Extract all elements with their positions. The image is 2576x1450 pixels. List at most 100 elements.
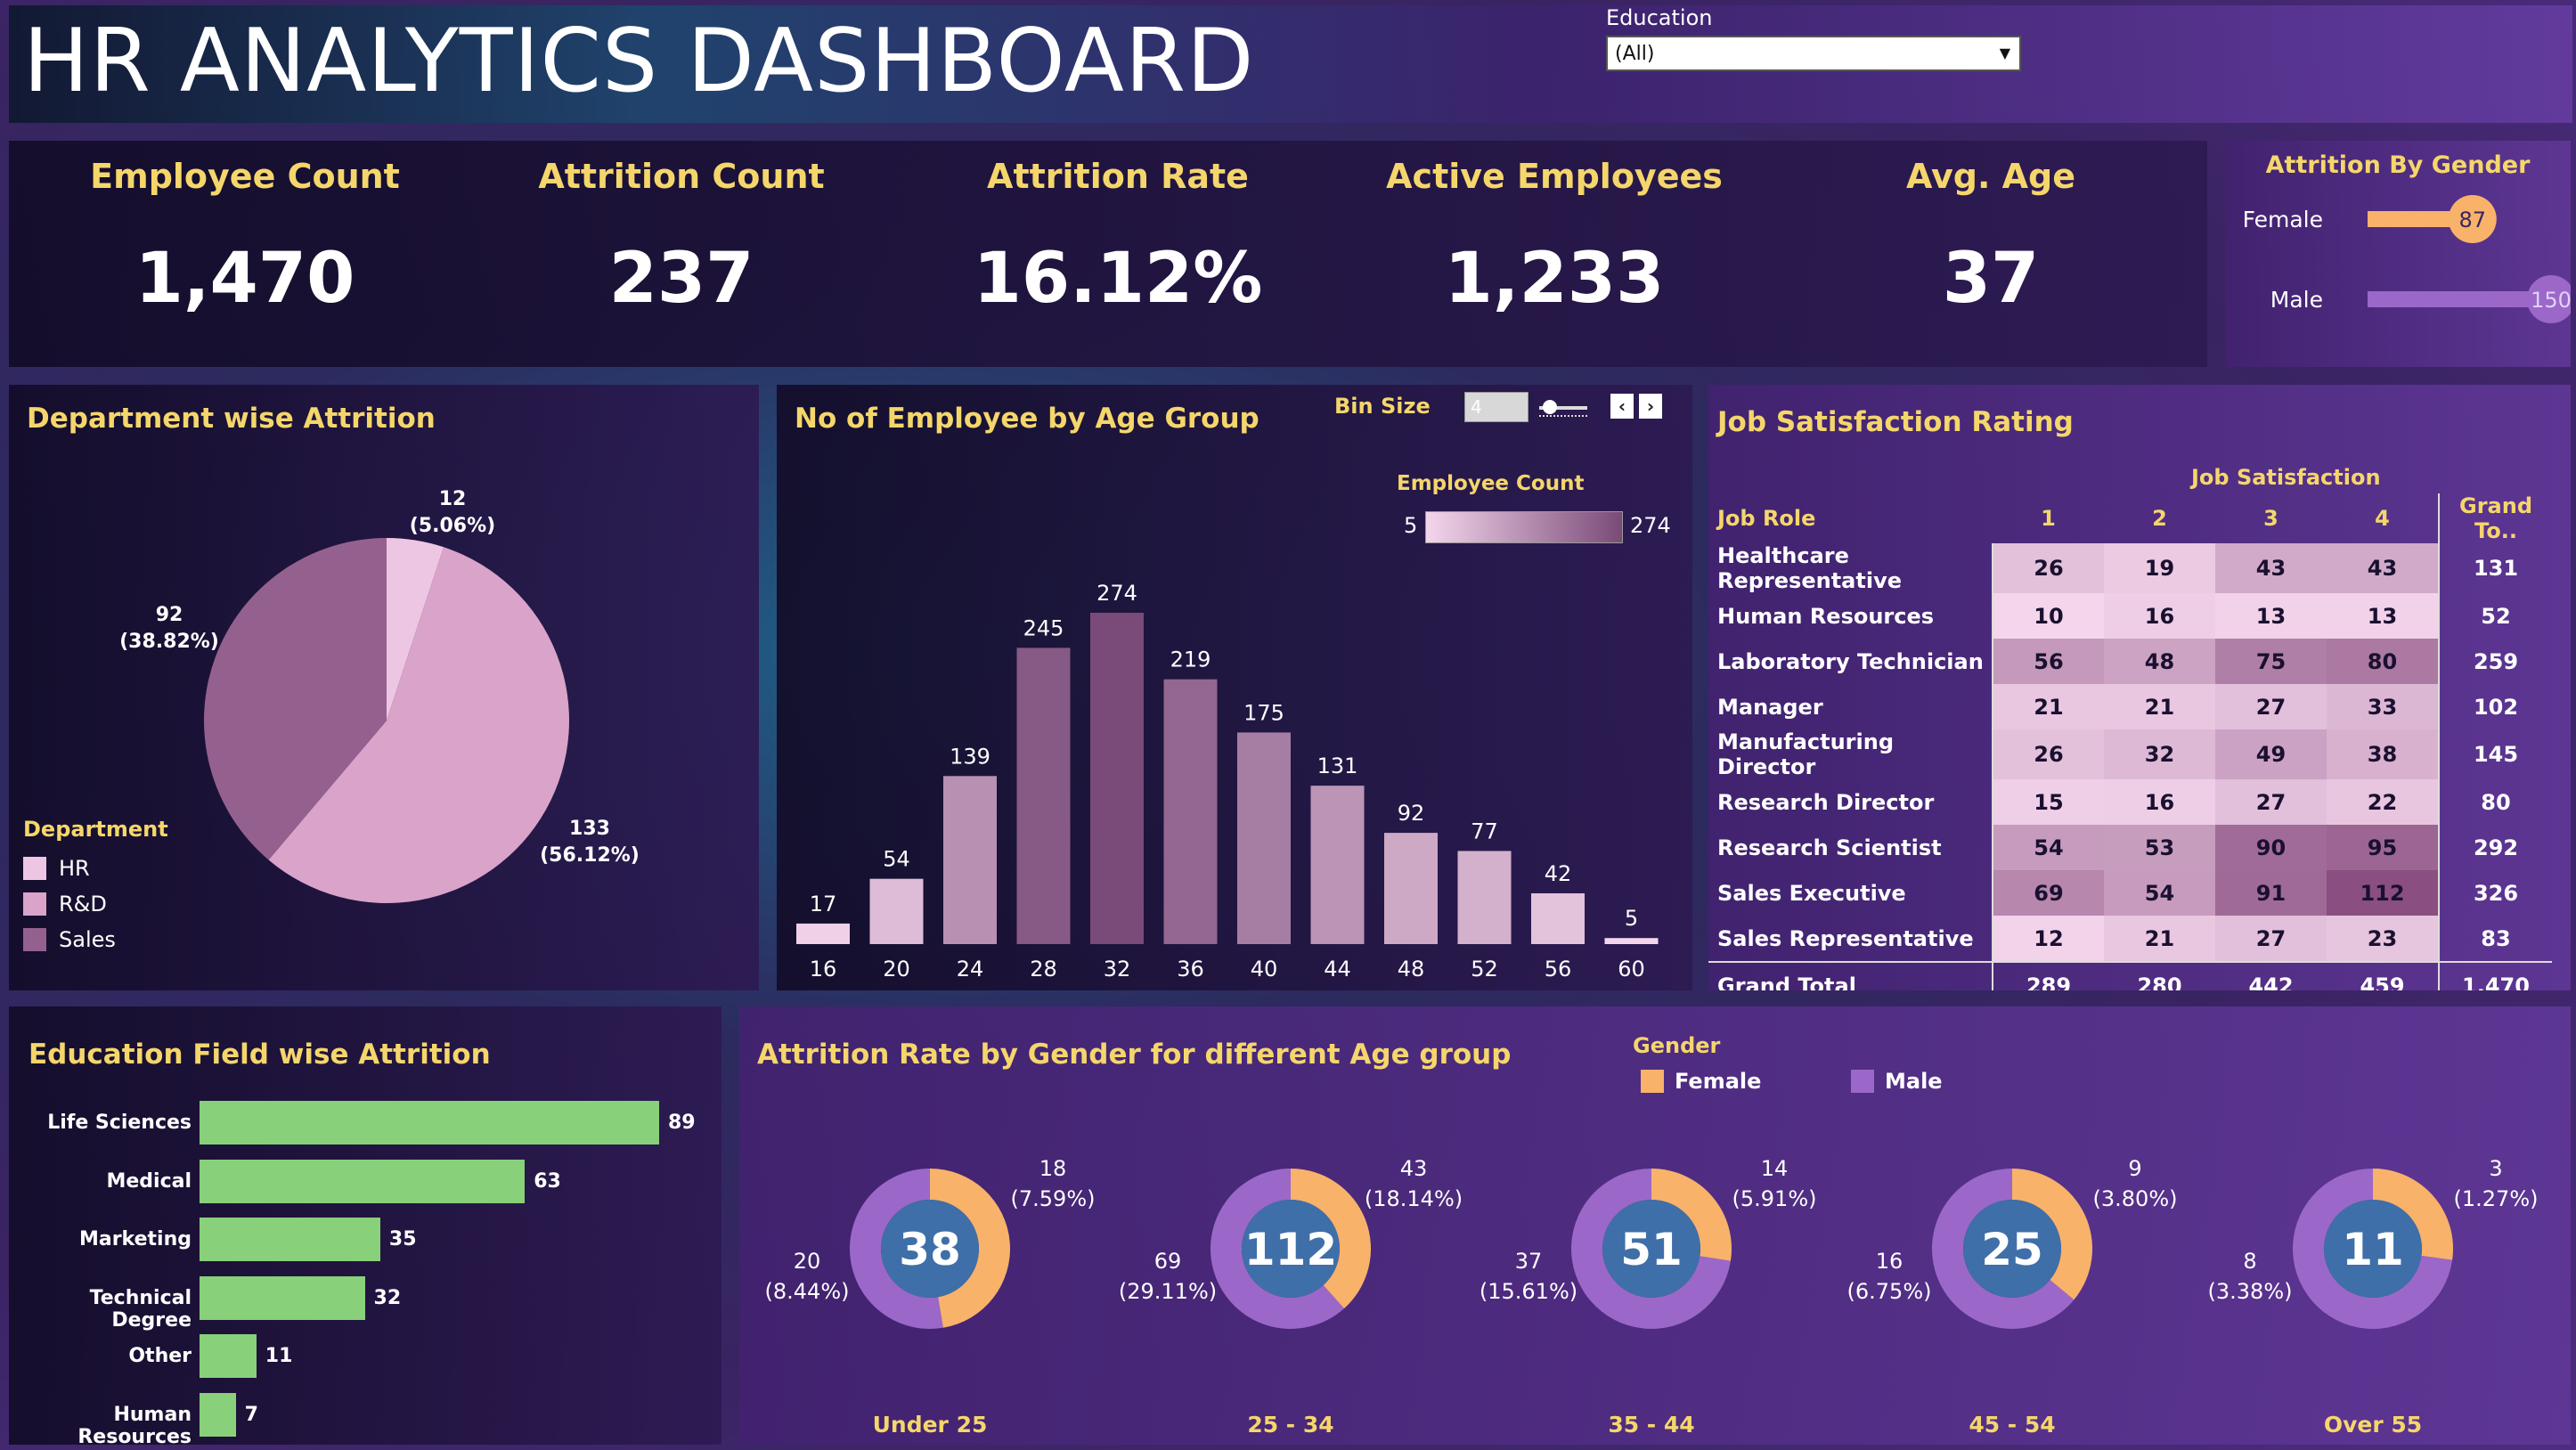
table-row[interactable]: Sales Executive 69 54 91 112 326	[1708, 870, 2552, 916]
age-bar[interactable]	[943, 776, 997, 944]
bin-size-next-button[interactable]: ›	[1639, 394, 1662, 419]
satisfaction-cell: 23	[2327, 916, 2439, 962]
table-row[interactable]: Research Scientist 54 53 90 95 292	[1708, 825, 2552, 870]
donut-female-segment[interactable]	[2373, 1169, 2453, 1260]
age-tick-label: 36	[1177, 957, 1204, 982]
donut-male-segment[interactable]	[850, 1169, 943, 1329]
age-bar[interactable]	[1163, 679, 1218, 944]
table-row[interactable]: Research Director 15 16 27 22 80	[1708, 779, 2552, 825]
age-bar[interactable]	[1604, 938, 1659, 944]
gender-bar-value: 87	[2459, 208, 2487, 232]
kpi-value: 1,233	[1444, 239, 1665, 319]
table-row[interactable]: Manufacturing Director 26 32 49 38 145	[1708, 729, 2552, 779]
job-role-cell: Research Scientist	[1708, 825, 1993, 870]
gender-bar-label: Male	[2270, 287, 2323, 313]
age-bar[interactable]	[1090, 613, 1144, 944]
kpi-value: 37	[1942, 239, 2040, 319]
legend-item-sales[interactable]: Sales	[23, 922, 168, 957]
education-filter-select[interactable]: (All) ▼	[1606, 36, 2021, 71]
donut-male-pct: (15.61%)	[1480, 1279, 1577, 1304]
donut-female-segment[interactable]	[2012, 1169, 2092, 1300]
education-field-bar[interactable]	[200, 1101, 659, 1145]
table-row[interactable]: Human Resources 10 16 13 13 52	[1708, 593, 2552, 639]
donut-male-value: 69	[1154, 1249, 1182, 1274]
donut-male-pct: (8.44%)	[765, 1279, 850, 1304]
education-field-bar[interactable]	[200, 1275, 365, 1320]
education-field-bar[interactable]	[200, 1218, 380, 1261]
education-field-bar[interactable]	[200, 1334, 257, 1378]
education-field-bar[interactable]	[200, 1159, 526, 1203]
job-role-cell: Sales Representative	[1708, 916, 1993, 962]
employee-count-legend-max: 274	[1630, 513, 1671, 538]
legend-item-female[interactable]: Female	[1641, 1069, 1761, 1094]
legend-item-rd[interactable]: R&D	[23, 886, 168, 922]
donut-male-segment[interactable]	[1932, 1169, 2075, 1329]
age-bar[interactable]	[1457, 851, 1512, 944]
age-tick-label: 20	[883, 957, 910, 982]
satisfaction-cell: 90	[2215, 825, 2327, 870]
age-bar[interactable]	[1237, 732, 1291, 944]
donut-total: 51	[1620, 1224, 1683, 1275]
education-field-value: 63	[534, 1169, 561, 1193]
table-row[interactable]: Healthcare Representative 26 19 43 43 131	[1708, 543, 2552, 593]
donut-total: 11	[2342, 1224, 2404, 1275]
donut-male-value: 8	[2243, 1249, 2256, 1274]
age-bar[interactable]	[1310, 786, 1365, 944]
column-header: 1	[2041, 506, 2056, 531]
row-total-cell: 52	[2438, 593, 2552, 639]
bin-size-prev-button[interactable]: ‹	[1610, 394, 1634, 419]
donut-female-segment[interactable]	[930, 1169, 1010, 1328]
age-group-bar-chart: 17 16 54 20 139 24 245 28 274 32 219 36 175 40 131 44 92…	[796, 581, 1659, 982]
legend-swatch	[1641, 1070, 1664, 1093]
pie-value-label: 12	[439, 488, 467, 510]
attrition-by-gender-chart: Female 87 Male 150	[2243, 195, 2571, 323]
donut-male-segment[interactable]	[2293, 1169, 2453, 1329]
donut-female-segment[interactable]	[1291, 1169, 1371, 1309]
bin-size-input[interactable]: 4	[1464, 392, 1528, 422]
age-bar[interactable]	[796, 923, 850, 944]
satisfaction-cell: 49	[2215, 729, 2327, 779]
gender-bar[interactable]	[2368, 291, 2555, 307]
age-tick-label: 48	[1398, 957, 1425, 982]
education-field-value: 11	[265, 1345, 293, 1367]
donut-center	[881, 1200, 979, 1298]
satisfaction-cell: 27	[2215, 684, 2327, 729]
age-bar[interactable]	[1384, 833, 1438, 944]
donut-male-segment[interactable]	[1571, 1169, 1731, 1329]
donut-female-value: 18	[1039, 1156, 1067, 1181]
kpi-value: 1,470	[135, 239, 355, 319]
donut-total: 112	[1244, 1224, 1337, 1275]
age-bar-value: 175	[1243, 700, 1284, 725]
bin-size-slider[interactable]	[1539, 397, 1587, 420]
donut-male-segment[interactable]	[1211, 1169, 1344, 1329]
pie-slice-sales[interactable]	[204, 538, 387, 860]
education-field-title: Education Field wise Attrition	[29, 1039, 491, 1071]
kpi-value: 237	[608, 239, 754, 319]
age-bar[interactable]	[869, 878, 924, 944]
department-legend: Department HR R&D Sales	[23, 817, 168, 957]
legend-item-male[interactable]: Male	[1851, 1069, 1943, 1094]
age-bar-value: 5	[1625, 906, 1638, 931]
pie-slice-rd[interactable]	[268, 547, 569, 903]
table-row[interactable]: Sales Representative 12 21 27 23 83	[1708, 916, 2552, 962]
age-bar-value: 131	[1317, 754, 1358, 778]
age-bar[interactable]	[1016, 648, 1071, 944]
pie-slice-hr[interactable]	[387, 538, 444, 721]
job-role-cell: Laboratory Technician	[1708, 639, 1993, 684]
donut-female-value: 43	[1400, 1156, 1428, 1181]
education-field-value: 7	[244, 1403, 258, 1426]
satisfaction-cell: 27	[2215, 916, 2327, 962]
age-bar-value: 17	[810, 892, 837, 916]
table-row[interactable]: Laboratory Technician 56 48 75 80 259	[1708, 639, 2552, 684]
table-row[interactable]: Manager 21 21 27 33 102	[1708, 684, 2552, 729]
satisfaction-cell: 16	[2104, 593, 2215, 639]
employee-count-legend-title: Employee Count	[1397, 472, 1585, 495]
row-total-cell: 259	[2438, 639, 2552, 684]
gender-bar-label: Female	[2243, 207, 2323, 232]
age-bar[interactable]	[1531, 892, 1585, 944]
donut-male-pct: (29.11%)	[1119, 1279, 1217, 1304]
education-field-bar[interactable]	[200, 1392, 236, 1437]
legend-item-hr[interactable]: HR	[23, 851, 168, 886]
donut-female-segment[interactable]	[1651, 1169, 1732, 1261]
donut-male-value: 37	[1515, 1249, 1543, 1274]
